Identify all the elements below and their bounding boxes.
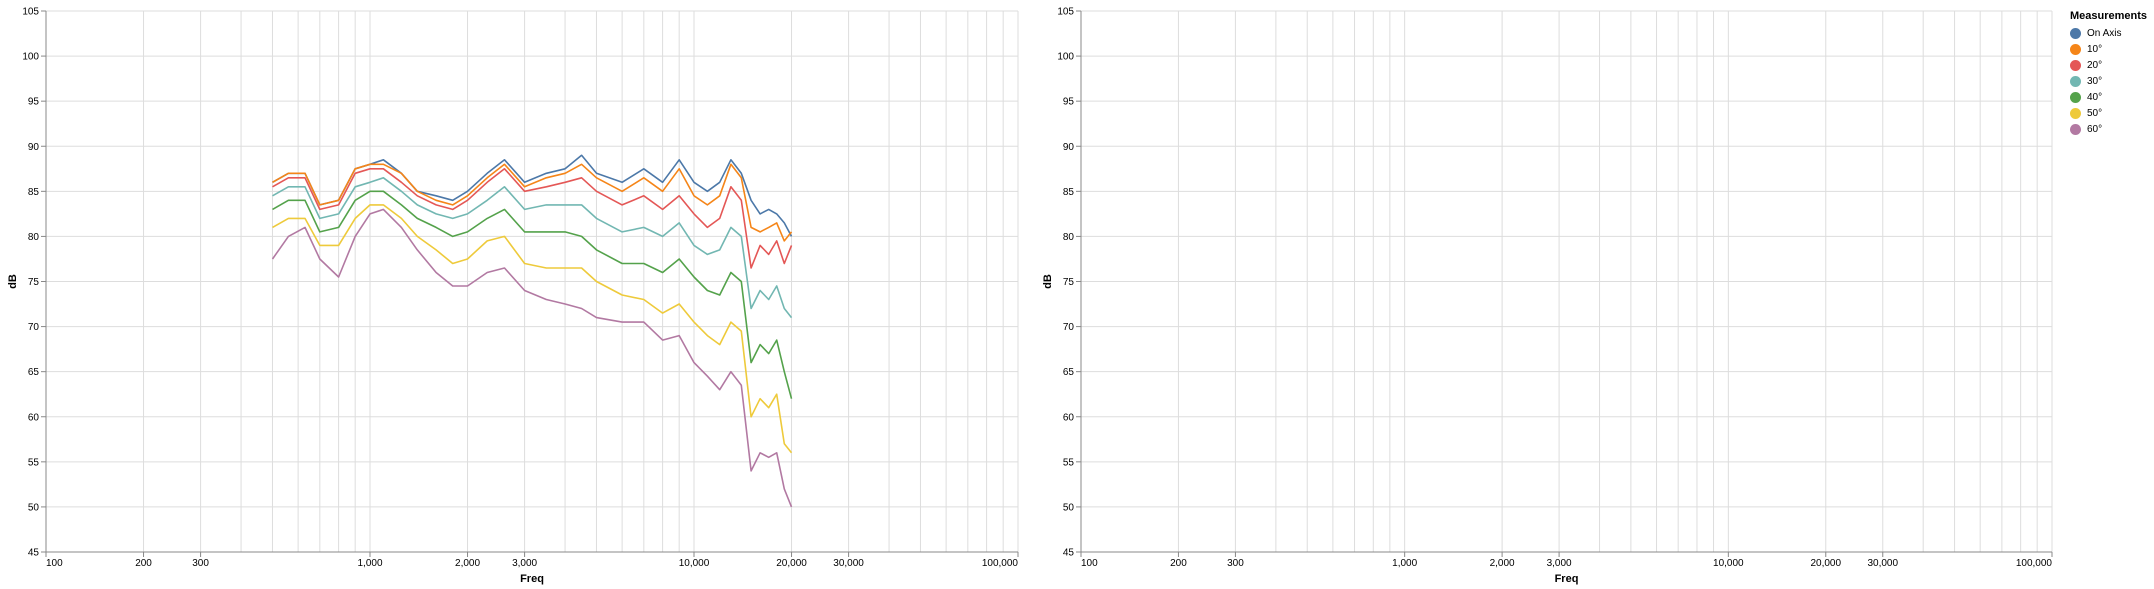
- legend-swatch: [2070, 28, 2081, 39]
- legend-swatch: [2070, 108, 2081, 119]
- legend-title: Measurements: [2070, 10, 2147, 22]
- y-tick-label: 85: [28, 187, 40, 198]
- y-tick-label: 75: [1063, 277, 1075, 288]
- chart-right: 45 50 55 60 65 70 75 80 85 90 95 100 105 100 200 300 1,0…: [1042, 7, 2052, 586]
- x-tick-label: 300: [1227, 558, 1244, 569]
- legend-swatch: [2070, 92, 2081, 103]
- series-line-10-deg: [273, 164, 792, 241]
- x-tick-label: 100: [46, 558, 63, 569]
- y-tick-label: 50: [28, 502, 40, 513]
- x-tick-label: 200: [1170, 558, 1187, 569]
- y-tick-label: 85: [1063, 187, 1075, 198]
- legend-item[interactable]: 20°: [2070, 57, 2147, 73]
- legend-item[interactable]: 10°: [2070, 41, 2147, 57]
- x-tick-label: 1,000: [1392, 558, 1417, 569]
- x-tick-label: 100,000: [982, 558, 1019, 569]
- x-axis-title: Freq: [1555, 573, 1579, 585]
- y-tick-label: 70: [1063, 322, 1075, 333]
- y-tick-label: 45: [1063, 548, 1075, 559]
- x-tick-label: 100: [1081, 558, 1098, 569]
- y-tick-label: 65: [1063, 367, 1075, 378]
- legend-label: 30°: [2087, 76, 2102, 87]
- legend-label: 50°: [2087, 108, 2102, 119]
- legend-item[interactable]: 40°: [2070, 89, 2147, 105]
- grid: [1081, 11, 2052, 552]
- series-group: [273, 155, 792, 507]
- legend-label: 20°: [2087, 60, 2102, 71]
- y-tick-label: 105: [1057, 7, 1074, 18]
- y-tick-label: 95: [1063, 97, 1075, 108]
- x-tick-label: 10,000: [1713, 558, 1744, 569]
- x-tick-label: 20,000: [776, 558, 807, 569]
- legend-label: 10°: [2087, 44, 2102, 55]
- y-tick-label: 60: [28, 412, 40, 423]
- legend-item[interactable]: 50°: [2070, 105, 2147, 121]
- y-tick-label: 55: [1063, 457, 1075, 468]
- y-tick-label: 105: [22, 7, 39, 18]
- legend-item[interactable]: On Axis: [2070, 25, 2147, 41]
- y-tick-label: 100: [1057, 52, 1074, 63]
- x-tick-label: 300: [192, 558, 209, 569]
- y-axis-title: dB: [7, 274, 19, 289]
- legend-swatch: [2070, 124, 2081, 135]
- legend-swatch: [2070, 76, 2081, 87]
- y-tick-label: 60: [1063, 412, 1075, 423]
- y-tick-label: 100: [22, 52, 39, 63]
- y-tick-label: 90: [28, 142, 40, 153]
- x-tick-label: 200: [135, 558, 152, 569]
- y-axis-title: dB: [1042, 274, 1054, 289]
- x-tick-label: 30,000: [1867, 558, 1898, 569]
- y-tick-label: 55: [28, 457, 40, 468]
- x-tick-label: 10,000: [679, 558, 710, 569]
- x-tick-label: 2,000: [1490, 558, 1515, 569]
- x-tick-label: 2,000: [455, 558, 480, 569]
- legend-item[interactable]: 60°: [2070, 121, 2147, 137]
- y-tick-label: 80: [28, 232, 40, 243]
- y-tick-label: 75: [28, 277, 40, 288]
- series-line-50-deg: [273, 205, 792, 453]
- legend-swatch: [2070, 60, 2081, 71]
- x-tick-label: 1,000: [357, 558, 382, 569]
- y-tick-label: 80: [1063, 232, 1075, 243]
- y-tick-label: 65: [28, 367, 40, 378]
- x-tick-label: 100,000: [2016, 558, 2053, 569]
- legend-swatch: [2070, 44, 2081, 55]
- x-tick-label: 3,000: [512, 558, 537, 569]
- legend: Measurements On Axis 10° 20° 30° 40° 50° 60°: [2070, 10, 2147, 137]
- legend-label: 40°: [2087, 92, 2102, 103]
- chart-left: 45 50 55 60 65 70 75 80 85 90 95 100 105 100 200 300 1,0…: [7, 7, 1018, 586]
- x-axis-title: Freq: [520, 573, 544, 585]
- y-tick-label: 45: [28, 548, 40, 559]
- legend-label: 60°: [2087, 124, 2102, 135]
- grid: [46, 11, 1018, 552]
- y-tick-label: 90: [1063, 142, 1075, 153]
- x-tick-label: 3,000: [1547, 558, 1572, 569]
- x-tick-label: 20,000: [1810, 558, 1841, 569]
- legend-label: On Axis: [2087, 28, 2121, 39]
- legend-item[interactable]: 30°: [2070, 73, 2147, 89]
- x-tick-label: 30,000: [833, 558, 864, 569]
- y-tick-label: 50: [1063, 502, 1075, 513]
- y-tick-label: 70: [28, 322, 40, 333]
- y-tick-label: 95: [28, 97, 40, 108]
